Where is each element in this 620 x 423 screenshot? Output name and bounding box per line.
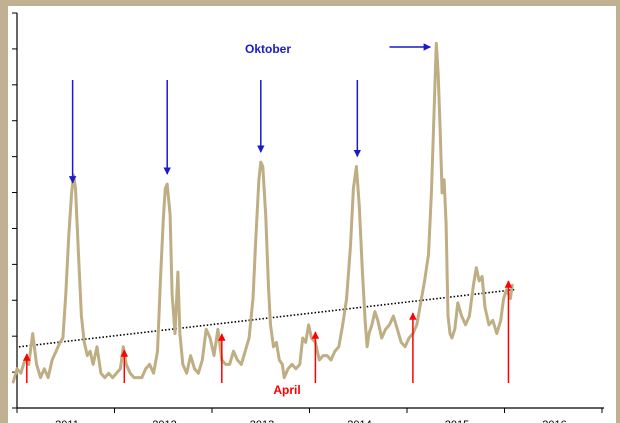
x-tick-label: 2012 <box>152 419 176 423</box>
x-tick-label: 2013 <box>250 419 274 423</box>
x-tick-label: 2015 <box>445 419 469 423</box>
x-tick-label: 2014 <box>347 419 371 423</box>
series-line <box>11 41 514 384</box>
x-tick-label: 2011 <box>55 419 79 423</box>
annotation-april: April <box>273 383 300 397</box>
annotation-oktober: Oktober <box>245 42 291 56</box>
x-tick-label: 2016 <box>542 419 566 423</box>
trendline <box>18 288 515 348</box>
